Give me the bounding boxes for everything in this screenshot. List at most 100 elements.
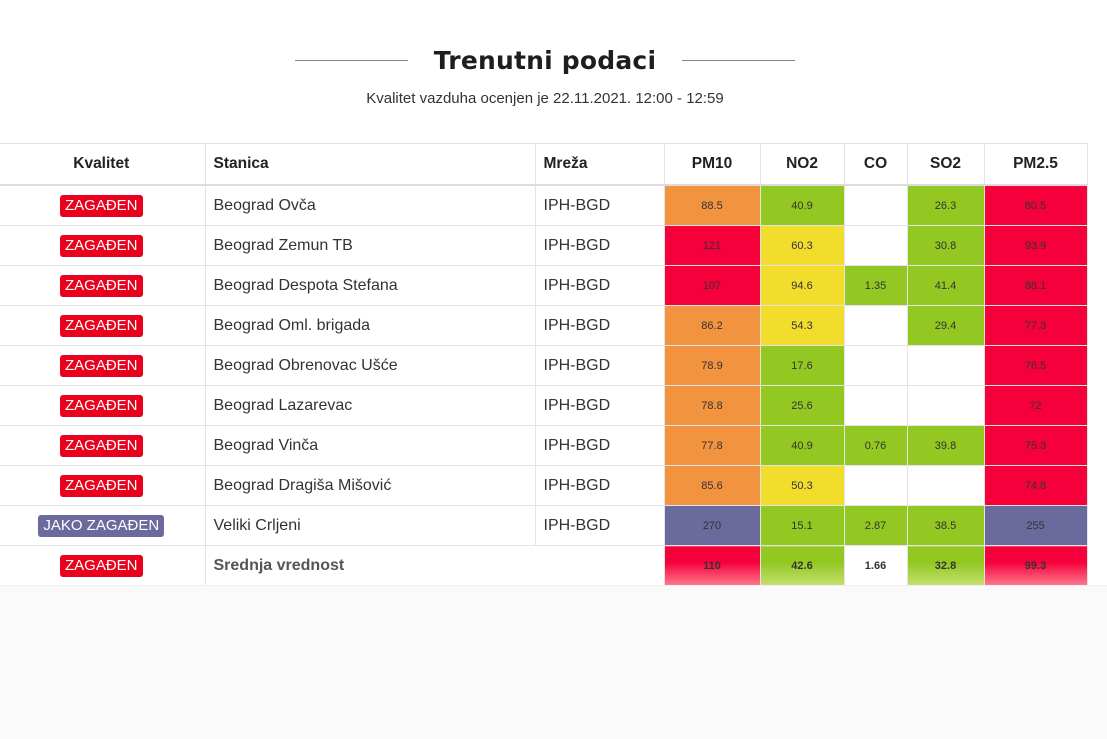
quality-badge: ZAGAĐEN	[59, 474, 143, 497]
column-header-pm25[interactable]: PM2.5	[984, 143, 1088, 186]
network-cell: IPH-BGD	[535, 345, 665, 386]
column-header-station[interactable]: Stanica	[205, 143, 536, 186]
no2-cell: 17.6	[760, 345, 845, 386]
network-cell: IPH-BGD	[535, 385, 665, 426]
pm25-cell: 75.3	[984, 425, 1088, 466]
station-cell[interactable]: Beograd Lazarevac	[205, 385, 536, 426]
quality-cell: ZAGAĐEN	[0, 225, 206, 266]
table-header-row: Kvalitet Stanica Mreža PM10 NO2 CO SO2 P…	[0, 143, 1088, 186]
table-row[interactable]: ZAGAĐEN Beograd Obrenovac Ušće IPH-BGD 78.9…	[0, 345, 1088, 386]
pm10-cell: 78.8	[664, 385, 761, 426]
no2-cell: 40.9	[760, 425, 845, 466]
co-cell	[844, 305, 908, 346]
network-cell: IPH-BGD	[535, 425, 665, 466]
quality-badge: ZAGAĐEN	[59, 394, 143, 417]
quality-cell: ZAGAĐEN	[0, 425, 206, 466]
no2-cell: 54.3	[760, 305, 845, 346]
title-row: Trenutni podaci	[0, 46, 1090, 75]
so2-cell: 38.5	[907, 505, 985, 546]
station-cell[interactable]: Beograd Vinča	[205, 425, 536, 466]
quality-badge: ZAGAĐEN	[59, 194, 143, 217]
so2-cell: 41.4	[907, 265, 985, 306]
so2-cell: 26.3	[907, 185, 985, 226]
table-row[interactable]: ZAGAĐEN Beograd Vinča IPH-BGD 77.8 40.9 0.76 3…	[0, 425, 1088, 466]
pm10-cell: 88.5	[664, 185, 761, 226]
station-cell[interactable]: Beograd Zemun TB	[205, 225, 536, 266]
column-header-no2[interactable]: NO2	[760, 143, 845, 186]
pm10-cell: 121	[664, 225, 761, 266]
average-co-cell: 1.66	[844, 545, 908, 586]
column-header-pm10[interactable]: PM10	[664, 143, 761, 186]
column-header-so2[interactable]: SO2	[907, 143, 985, 186]
co-cell: 0.76	[844, 425, 908, 466]
table-row[interactable]: JAKO ZAGAĐEN Veliki Crljeni IPH-BGD 270 15.1…	[0, 505, 1088, 546]
average-pm25-cell: 99.3	[984, 545, 1088, 586]
no2-cell: 25.6	[760, 385, 845, 426]
table-row[interactable]: ZAGAĐEN Beograd Lazarevac IPH-BGD 78.8 25.6 7…	[0, 385, 1088, 426]
footer-area	[0, 585, 1107, 739]
no2-cell: 15.1	[760, 505, 845, 546]
co-cell: 1.35	[844, 265, 908, 306]
average-no2-cell: 42.6	[760, 545, 845, 586]
pm25-cell: 76.5	[984, 345, 1088, 386]
header: Trenutni podaci Kvalitet vazduha ocenjen…	[0, 0, 1107, 140]
station-cell[interactable]: Beograd Obrenovac Ušće	[205, 345, 536, 386]
station-cell[interactable]: Veliki Crljeni	[205, 505, 536, 546]
quality-badge: ZAGAĐEN	[59, 434, 143, 457]
so2-cell	[907, 385, 985, 426]
pm10-cell: 270	[664, 505, 761, 546]
so2-cell	[907, 465, 985, 506]
average-pm10-cell: 110	[664, 545, 761, 586]
network-cell: IPH-BGD	[535, 505, 665, 546]
co-cell	[844, 185, 908, 226]
quality-badge: JAKO ZAGAĐEN	[38, 514, 165, 537]
average-label: Srednja vrednost	[205, 545, 665, 586]
so2-cell	[907, 345, 985, 386]
station-cell[interactable]: Beograd Oml. brigada	[205, 305, 536, 346]
network-cell: IPH-BGD	[535, 305, 665, 346]
pm25-cell: 88.1	[984, 265, 1088, 306]
pm10-cell: 86.2	[664, 305, 761, 346]
quality-cell: ZAGAĐEN	[0, 465, 206, 506]
column-header-network[interactable]: Mreža	[535, 143, 665, 186]
table-row[interactable]: ZAGAĐEN Beograd Despota Stefana IPH-BGD 107…	[0, 265, 1088, 306]
table-row[interactable]: ZAGAĐEN Beograd Ovča IPH-BGD 88.5 40.9 26.3 80…	[0, 185, 1088, 226]
column-header-quality[interactable]: Kvalitet	[0, 143, 206, 186]
quality-badge: ZAGAĐEN	[59, 554, 143, 577]
pm10-cell: 77.8	[664, 425, 761, 466]
network-cell: IPH-BGD	[535, 185, 665, 226]
pm25-cell: 80.5	[984, 185, 1088, 226]
page-subtitle: Kvalitet vazduha ocenjen je 22.11.2021. …	[366, 90, 724, 107]
pm25-cell: 74.8	[984, 465, 1088, 506]
page-title: Trenutni podaci	[433, 46, 657, 75]
quality-cell: ZAGAĐEN	[0, 345, 206, 386]
average-so2-cell: 32.8	[907, 545, 985, 586]
table-row[interactable]: ZAGAĐEN Beograd Dragiša Mišović IPH-BGD 85.…	[0, 465, 1088, 506]
pm25-cell: 93.9	[984, 225, 1088, 266]
quality-cell: ZAGAĐEN	[0, 545, 206, 586]
co-cell: 2.87	[844, 505, 908, 546]
co-cell	[844, 225, 908, 266]
so2-cell: 39.8	[907, 425, 985, 466]
title-divider-right	[682, 60, 796, 61]
co-cell	[844, 345, 908, 386]
station-cell[interactable]: Beograd Dragiša Mišović	[205, 465, 536, 506]
column-header-co[interactable]: CO	[844, 143, 908, 186]
no2-cell: 60.3	[760, 225, 845, 266]
quality-cell: ZAGAĐEN	[0, 305, 206, 346]
so2-cell: 29.4	[907, 305, 985, 346]
table-row[interactable]: ZAGAĐEN Beograd Oml. brigada IPH-BGD 86.2 54…	[0, 305, 1088, 346]
table-row[interactable]: ZAGAĐEN Beograd Zemun TB IPH-BGD 121 60.3 30.…	[0, 225, 1088, 266]
station-cell[interactable]: Beograd Ovča	[205, 185, 536, 226]
quality-cell: ZAGAĐEN	[0, 185, 206, 226]
so2-cell: 30.8	[907, 225, 985, 266]
co-cell	[844, 465, 908, 506]
station-cell[interactable]: Beograd Despota Stefana	[205, 265, 536, 306]
no2-cell: 40.9	[760, 185, 845, 226]
co-cell	[844, 385, 908, 426]
pm25-cell: 72	[984, 385, 1088, 426]
no2-cell: 50.3	[760, 465, 845, 506]
network-cell: IPH-BGD	[535, 265, 665, 306]
pm10-cell: 78.9	[664, 345, 761, 386]
quality-badge: ZAGAĐEN	[59, 274, 143, 297]
